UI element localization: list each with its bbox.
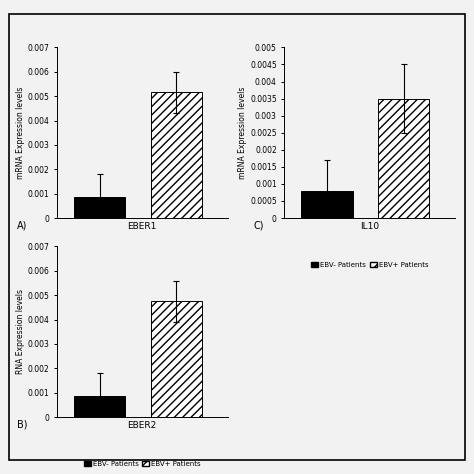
X-axis label: IL10: IL10 xyxy=(360,222,379,231)
Bar xyxy=(301,191,353,218)
Legend: EBV- Patients, EBV+ Patients: EBV- Patients, EBV+ Patients xyxy=(81,259,203,271)
X-axis label: EBER1: EBER1 xyxy=(128,222,157,231)
Bar xyxy=(151,92,202,218)
Text: C): C) xyxy=(254,220,264,230)
Text: B): B) xyxy=(17,419,27,429)
Bar xyxy=(74,396,125,417)
Bar xyxy=(378,99,429,218)
Y-axis label: RNA Expression levels: RNA Expression levels xyxy=(16,289,25,374)
Y-axis label: mRNA Expression levels: mRNA Expression levels xyxy=(238,87,247,179)
X-axis label: EBER2: EBER2 xyxy=(128,421,157,430)
Bar xyxy=(151,301,202,417)
Legend: EBV- Patients, EBV+ Patients: EBV- Patients, EBV+ Patients xyxy=(81,458,203,470)
Legend: EBV- Patients, EBV+ Patients: EBV- Patients, EBV+ Patients xyxy=(309,259,431,271)
Text: A): A) xyxy=(17,220,27,230)
Y-axis label: mRNA Expression levels: mRNA Expression levels xyxy=(16,87,25,179)
Bar xyxy=(74,197,125,218)
